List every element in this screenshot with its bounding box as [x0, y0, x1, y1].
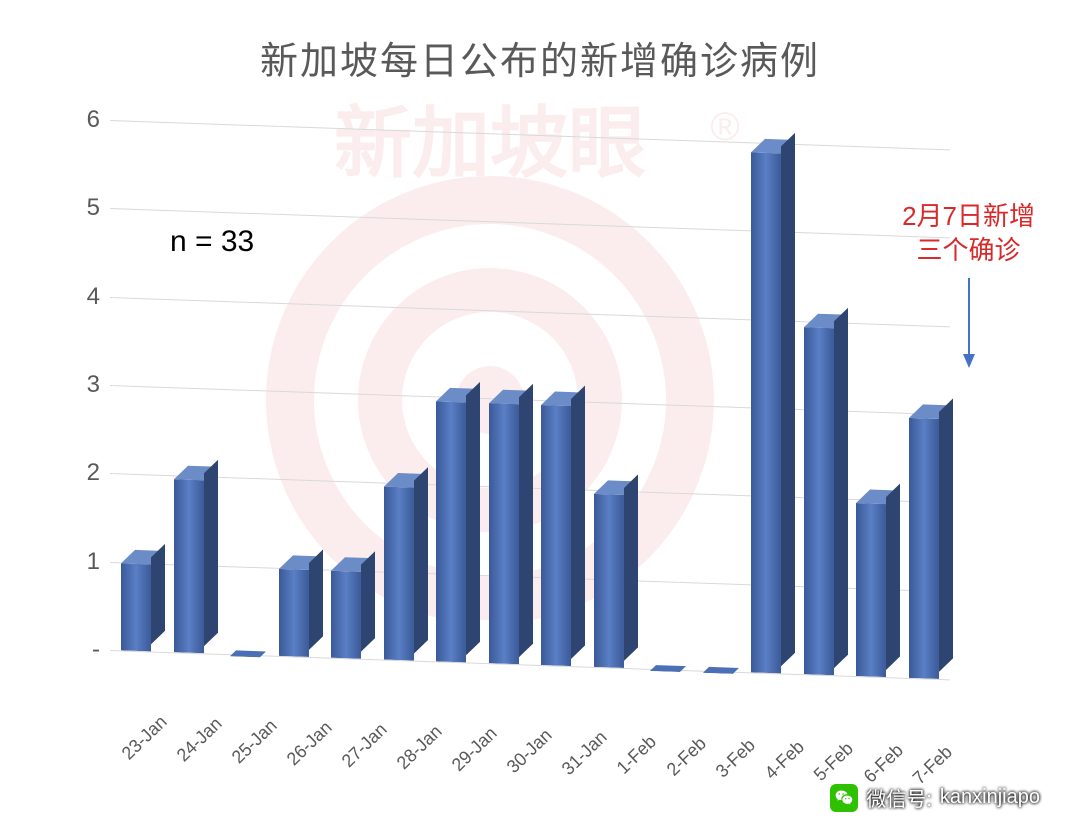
x-tick-label: 28-Jan: [393, 721, 447, 774]
bar: [478, 103, 531, 665]
y-tick-label: 3: [50, 371, 100, 399]
x-tick-label: 2-Feb: [661, 732, 711, 781]
chart-title: 新加坡每日公布的新增确诊病例: [0, 30, 1080, 85]
plot-area: -123456 23-Jan24-Jan25-Jan26-Jan27-Jan28…: [110, 100, 950, 660]
y-tick-label: 1: [50, 548, 100, 576]
bar: [530, 105, 583, 667]
bar: [425, 101, 478, 663]
bar: [635, 108, 688, 670]
bar: [215, 94, 268, 656]
x-tick-label: 26-Jan: [283, 717, 337, 770]
y-tick-label: 4: [50, 283, 100, 311]
y-tick-label: 2: [50, 459, 100, 487]
y-axis: -123456: [50, 100, 100, 660]
bar: [110, 90, 163, 652]
x-tick-label: 1-Feb: [612, 731, 662, 780]
chart-container: 新加坡眼 ® 新加坡每日公布的新增确诊病例 n = 33 2月7日新增 三个确诊…: [0, 0, 1080, 832]
x-tick-label: 30-Jan: [503, 725, 557, 778]
bar: [163, 92, 216, 654]
x-axis-labels: 23-Jan24-Jan25-Jan26-Jan27-Jan28-Jan29-J…: [110, 719, 950, 769]
y-tick-label: -: [50, 636, 100, 664]
y-tick-label: 5: [50, 194, 100, 222]
bar: [688, 110, 741, 672]
wechat-value: kanxinjiapo: [940, 786, 1040, 809]
bars-group: [110, 90, 950, 679]
x-tick-label: 4-Feb: [760, 736, 810, 785]
x-tick-label: 29-Jan: [448, 723, 502, 776]
bar: [268, 96, 321, 658]
bar: [373, 99, 426, 661]
x-tick-label: 23-Jan: [118, 711, 172, 764]
x-tick-label: 24-Jan: [173, 713, 227, 766]
bar: [740, 112, 793, 674]
x-tick-label: 25-Jan: [228, 715, 282, 768]
bar: [845, 116, 898, 678]
bar: [898, 118, 951, 680]
bar: [583, 107, 636, 669]
bar: [793, 114, 846, 676]
x-tick-label: 27-Jan: [338, 719, 392, 772]
wechat-icon: [830, 784, 858, 812]
x-tick-label: 6-Feb: [858, 739, 908, 788]
x-tick-label: 5-Feb: [809, 737, 859, 786]
x-tick-label: 31-Jan: [558, 727, 612, 780]
bar: [320, 97, 373, 659]
wechat-footer: 微信号: kanxinjiapo: [830, 783, 1040, 812]
wechat-label: 微信号:: [866, 783, 932, 812]
y-tick-label: 6: [50, 106, 100, 134]
x-tick-label: 3-Feb: [711, 734, 761, 783]
